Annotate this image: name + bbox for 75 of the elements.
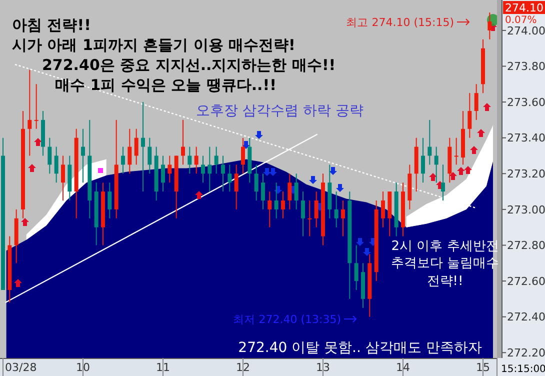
candlestick	[194, 146, 198, 174]
y-tick-label: 273.40	[507, 132, 545, 145]
y-tick-label: 273.60	[507, 96, 545, 109]
candlestick	[301, 191, 305, 237]
candlestick	[148, 137, 152, 174]
candlestick	[61, 155, 65, 201]
candlestick	[28, 69, 32, 156]
candlestick	[214, 146, 218, 174]
candlestick	[354, 244, 358, 290]
candlestick	[274, 182, 278, 219]
candlestick	[128, 128, 132, 174]
candlestick	[488, 12, 492, 40]
x-tick-label: 15	[476, 361, 490, 374]
annotation: 272.40 이탈 못함.. 삼각매도 만족하자	[238, 340, 482, 356]
candlestick	[221, 155, 225, 192]
candlestick	[468, 92, 472, 138]
candlestick	[168, 155, 172, 184]
candlestick	[54, 146, 58, 184]
candlestick	[334, 191, 338, 228]
candlestick	[381, 191, 385, 228]
annotation: 오후장 삼각수렴 하락 공략	[196, 103, 364, 119]
candlestick	[434, 146, 438, 184]
candlestick	[228, 164, 232, 192]
candlestick	[208, 146, 212, 192]
candlestick	[268, 191, 272, 228]
candlestick	[261, 173, 265, 210]
y-tick-label: 273.80	[507, 60, 545, 74]
text: 0.07%	[505, 15, 537, 26]
candlestick	[121, 146, 125, 174]
y-tick-label: 272.40	[507, 310, 545, 324]
candlestick	[188, 146, 192, 174]
y-tick-label: 272.60	[507, 274, 545, 288]
annotation: 272.40은 중요 지지선..지지하는한 매수!!	[42, 56, 336, 74]
candlestick	[108, 182, 112, 219]
candlestick	[441, 164, 445, 201]
candlestick	[81, 128, 85, 184]
text: 15:15:00	[501, 364, 545, 375]
candlestick	[474, 84, 478, 120]
candlestick	[341, 200, 345, 237]
y-tick-label: 273.00	[507, 203, 545, 216]
candlestick	[34, 84, 38, 130]
candlestick	[314, 191, 318, 228]
annotation: 최고 274.10 (15:15)	[346, 16, 454, 29]
x-tick-label: 14	[396, 361, 410, 374]
text: 03/28	[5, 361, 37, 374]
annotation: 전략!!	[426, 274, 464, 289]
annotation: 매수 1피 수익은 오늘 땡큐다..!!	[55, 76, 276, 94]
candlestick	[234, 164, 238, 210]
annotation: 아침 전략!!	[12, 16, 91, 34]
candlestick	[241, 137, 245, 174]
x-tick-label: 12	[236, 361, 250, 374]
candlestick	[281, 191, 285, 219]
candlestick	[181, 119, 185, 166]
candlestick	[421, 137, 425, 184]
candlestick	[134, 128, 138, 166]
candlestick	[254, 164, 258, 201]
candlestick	[161, 155, 165, 192]
y-tick-label: 273.20	[507, 167, 545, 180]
text: 274.10	[505, 2, 544, 14]
y-tick-label: 272.80	[507, 239, 545, 252]
y-tick-label: 274.00	[507, 24, 545, 38]
y-tick-label: 272.20	[507, 346, 545, 360]
x-tick-label: 11	[156, 361, 170, 374]
candlestick	[428, 119, 432, 166]
candlestick	[48, 137, 52, 174]
annotation: 최저 272.40 (13:35)	[233, 313, 341, 326]
candlestick	[454, 137, 458, 166]
x-tick-label: 13	[316, 361, 330, 374]
candlestick	[308, 200, 312, 237]
candlestick	[201, 155, 205, 184]
candlestick	[141, 102, 145, 192]
annotation: 시가 아래 1피까지 흔들기 이용 매수전략!	[12, 36, 296, 54]
candlestick	[288, 173, 292, 210]
x-tick-label: 10	[76, 361, 90, 374]
candlestick	[294, 173, 298, 210]
